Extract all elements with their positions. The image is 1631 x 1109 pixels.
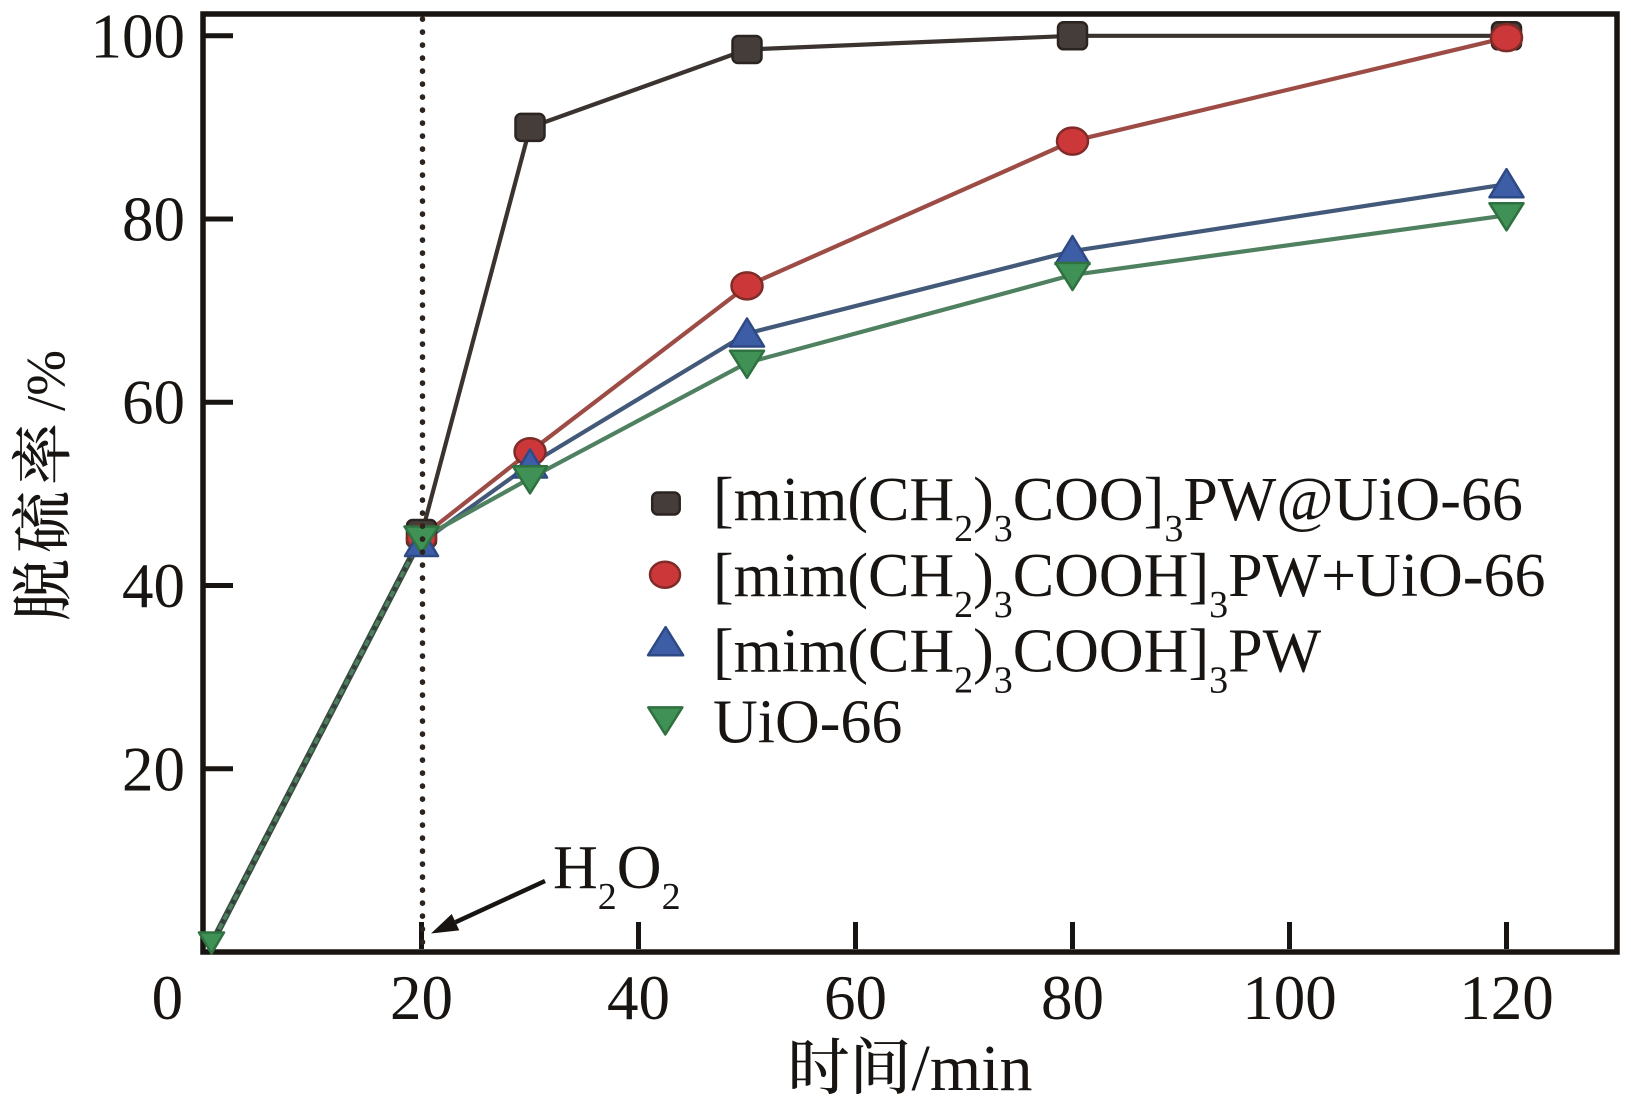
svg-text:/%: /%: [16, 350, 77, 411]
svg-text:80: 80: [122, 185, 185, 255]
svg-text:120: 120: [1459, 963, 1554, 1033]
svg-text:0: 0: [152, 963, 184, 1033]
svg-text:80: 80: [1041, 963, 1104, 1033]
svg-text:20: 20: [390, 963, 453, 1033]
svg-text:100: 100: [91, 1, 186, 71]
svg-text:60: 60: [122, 368, 185, 438]
svg-text:20: 20: [122, 734, 185, 804]
svg-text:60: 60: [824, 963, 887, 1033]
svg-text:40: 40: [607, 963, 670, 1033]
svg-text:/min: /min: [912, 1032, 1033, 1105]
svg-text:UiO-66: UiO-66: [713, 689, 902, 757]
svg-text:100: 100: [1242, 963, 1337, 1033]
svg-text:40: 40: [122, 551, 185, 621]
